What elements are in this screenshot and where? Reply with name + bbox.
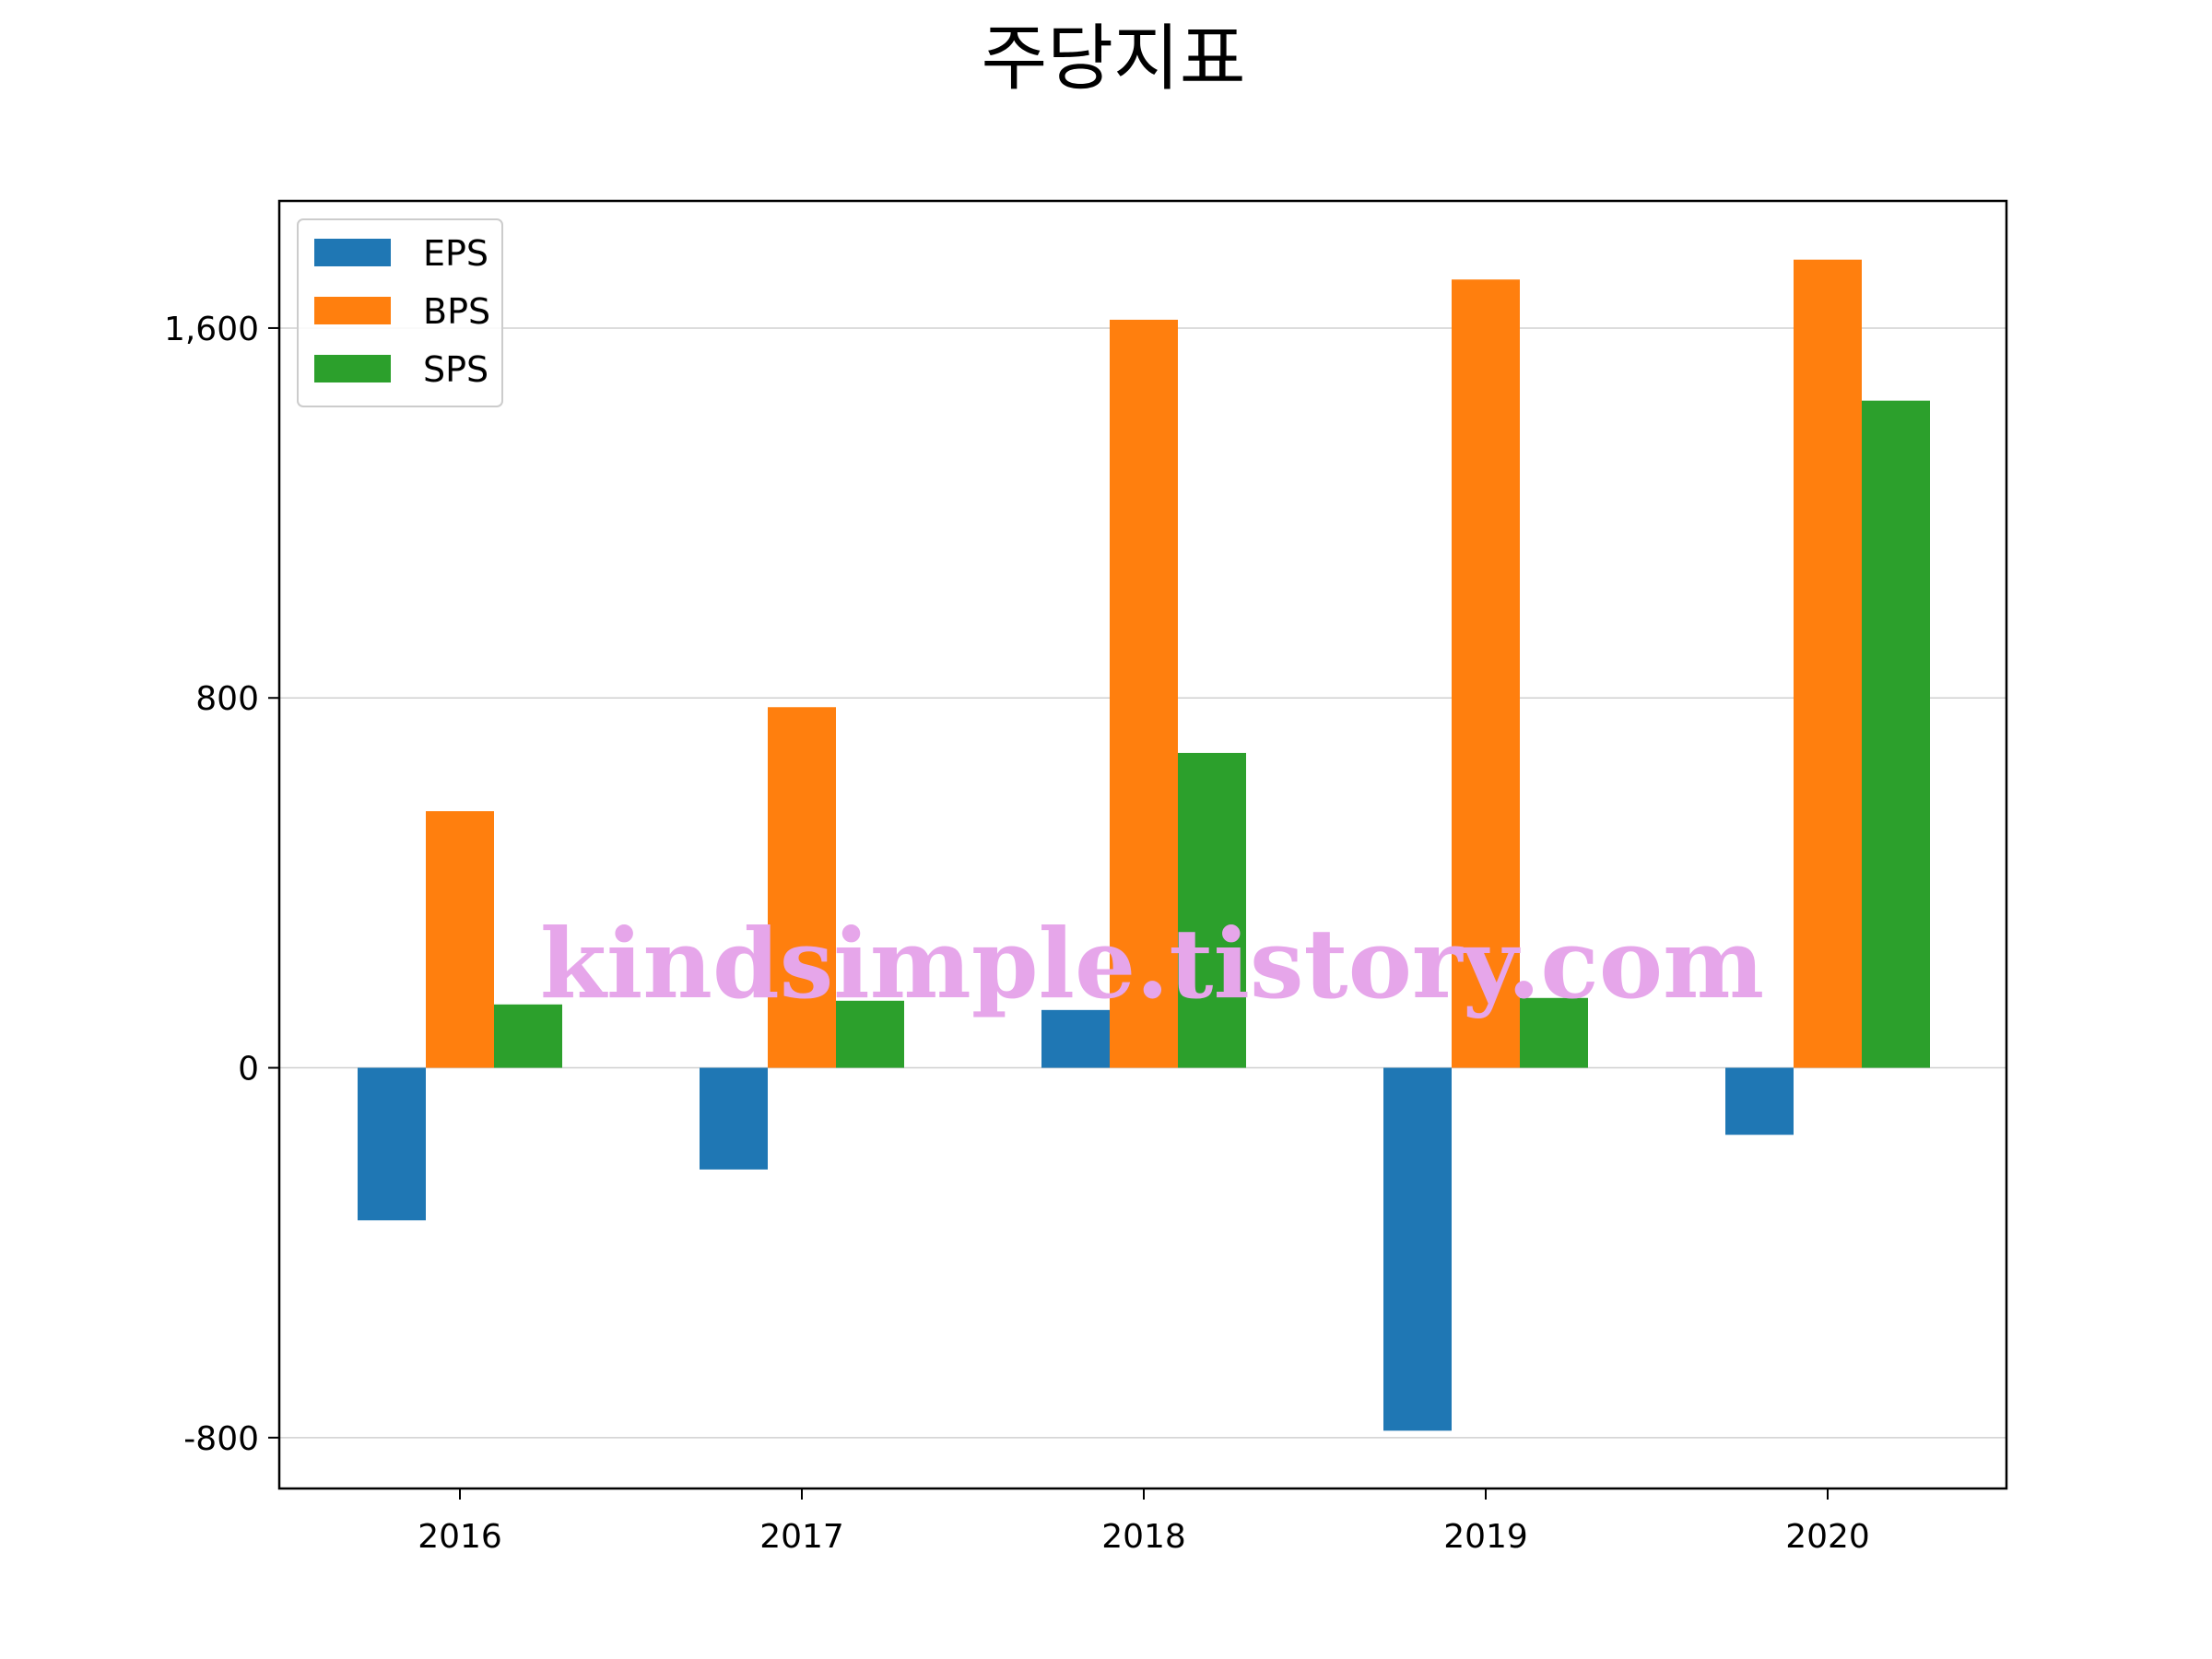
y-tick-label-2: 800 <box>195 680 259 718</box>
bar-bps-2018 <box>1110 319 1178 1068</box>
bar-bps-2016 <box>426 811 494 1068</box>
bar-sps-2016 <box>494 1004 562 1068</box>
chart-title: 주당지표 <box>981 18 1245 100</box>
x-tick-label-2017: 2017 <box>759 1518 844 1556</box>
y-tick-label-3: 1,600 <box>164 311 259 348</box>
bar-sps-2018 <box>1178 752 1246 1068</box>
x-tick-label-2018: 2018 <box>1101 1518 1186 1556</box>
x-tick-label-2019: 2019 <box>1443 1518 1528 1556</box>
legend-label-eps: EPS <box>423 233 488 274</box>
bar-bps-2020 <box>1794 259 1862 1068</box>
bars <box>358 259 1930 1431</box>
legend: EPS BPS SPS <box>297 218 503 407</box>
bar-eps-2017 <box>700 1067 768 1170</box>
watermark: kindsimple.tistory.com <box>540 907 1764 1020</box>
x-axis: 2016 2017 2018 2019 2020 <box>418 1488 1870 1556</box>
x-tick-label-2016: 2016 <box>418 1518 502 1556</box>
bar-eps-2020 <box>1725 1067 1794 1135</box>
bar-eps-2018 <box>1041 1009 1110 1068</box>
bar-sps-2019 <box>1520 997 1588 1068</box>
legend-swatch-eps <box>314 239 391 266</box>
bar-sps-2020 <box>1862 400 1930 1068</box>
legend-label-bps: BPS <box>423 291 490 332</box>
y-tick-label-1: 0 <box>238 1051 259 1088</box>
bar-bps-2019 <box>1452 279 1520 1068</box>
bar-eps-2019 <box>1383 1067 1452 1431</box>
y-tick-label-0: -800 <box>183 1420 259 1458</box>
bar-sps-2017 <box>836 1000 904 1068</box>
legend-swatch-sps <box>314 355 391 382</box>
y-axis: -800 0 800 1,600 <box>164 311 279 1458</box>
legend-swatch-bps <box>314 297 391 324</box>
legend-label-sps: SPS <box>423 349 488 390</box>
bar-bps-2017 <box>768 707 836 1068</box>
bar-eps-2016 <box>358 1067 426 1221</box>
x-tick-label-2020: 2020 <box>1785 1518 1870 1556</box>
